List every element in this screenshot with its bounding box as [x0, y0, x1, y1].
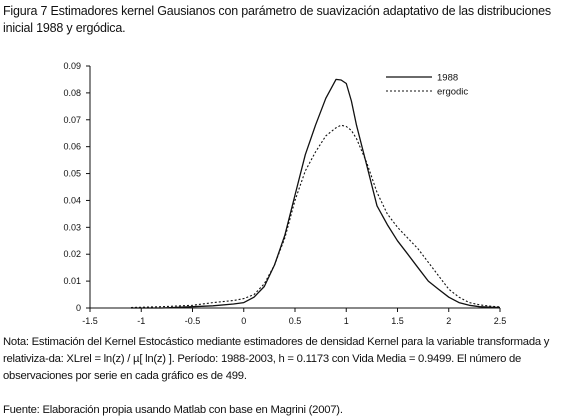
y-tick-label: 0.06	[63, 142, 81, 152]
chart-axes: -1.5 -1 -0.5 0 0.5 1 1.5 2 2.5 0 0.01 0.02 0.03 0.04 0…	[63, 61, 506, 326]
x-tick-label: -1.5	[82, 316, 98, 326]
y-tick-label: 0.05	[63, 169, 81, 179]
y-tick-label: 0.07	[63, 115, 81, 125]
y-tick-label: 0.08	[63, 88, 81, 98]
y-tick-label: 0	[76, 303, 81, 313]
chart-series	[130, 78, 501, 309]
x-tick-label: 1.5	[391, 316, 404, 326]
x-tick-label: 2.5	[494, 316, 507, 326]
x-tick-label: 1	[344, 316, 349, 326]
chart-legend: 1988 ergodic	[386, 73, 468, 98]
y-tick-label: 0.09	[63, 61, 81, 71]
figure-caption: Figura 7 Estimadores kernel Gausianos co…	[3, 4, 551, 35]
y-tick-label: 0.01	[63, 276, 81, 286]
legend-label-ergodic: ergodic	[437, 87, 468, 98]
y-tick-label: 0.03	[63, 222, 81, 232]
x-tick-label: 0	[241, 316, 246, 326]
x-tick-label: -0.5	[185, 316, 201, 326]
y-tick-label: 0.02	[63, 249, 81, 259]
x-tick-label: 2	[446, 316, 451, 326]
legend-label-1988: 1988	[437, 73, 458, 84]
figure-note: Nota: Estimación del Kernel Estocástico …	[3, 336, 550, 382]
series-line-ergodic	[130, 124, 501, 309]
y-tick-label: 0.04	[63, 195, 81, 205]
kernel-density-chart: -1.5 -1 -0.5 0 0.5 1 1.5 2 2.5 0 0.01 0.02 0.03 0.04 0…	[63, 61, 506, 326]
x-tick-label: -1	[137, 316, 145, 326]
x-tick-label: 0.5	[289, 316, 302, 326]
series-line-1988	[131, 78, 501, 309]
figure-source: Fuente: Elaboración propia usando Matlab…	[3, 404, 343, 416]
